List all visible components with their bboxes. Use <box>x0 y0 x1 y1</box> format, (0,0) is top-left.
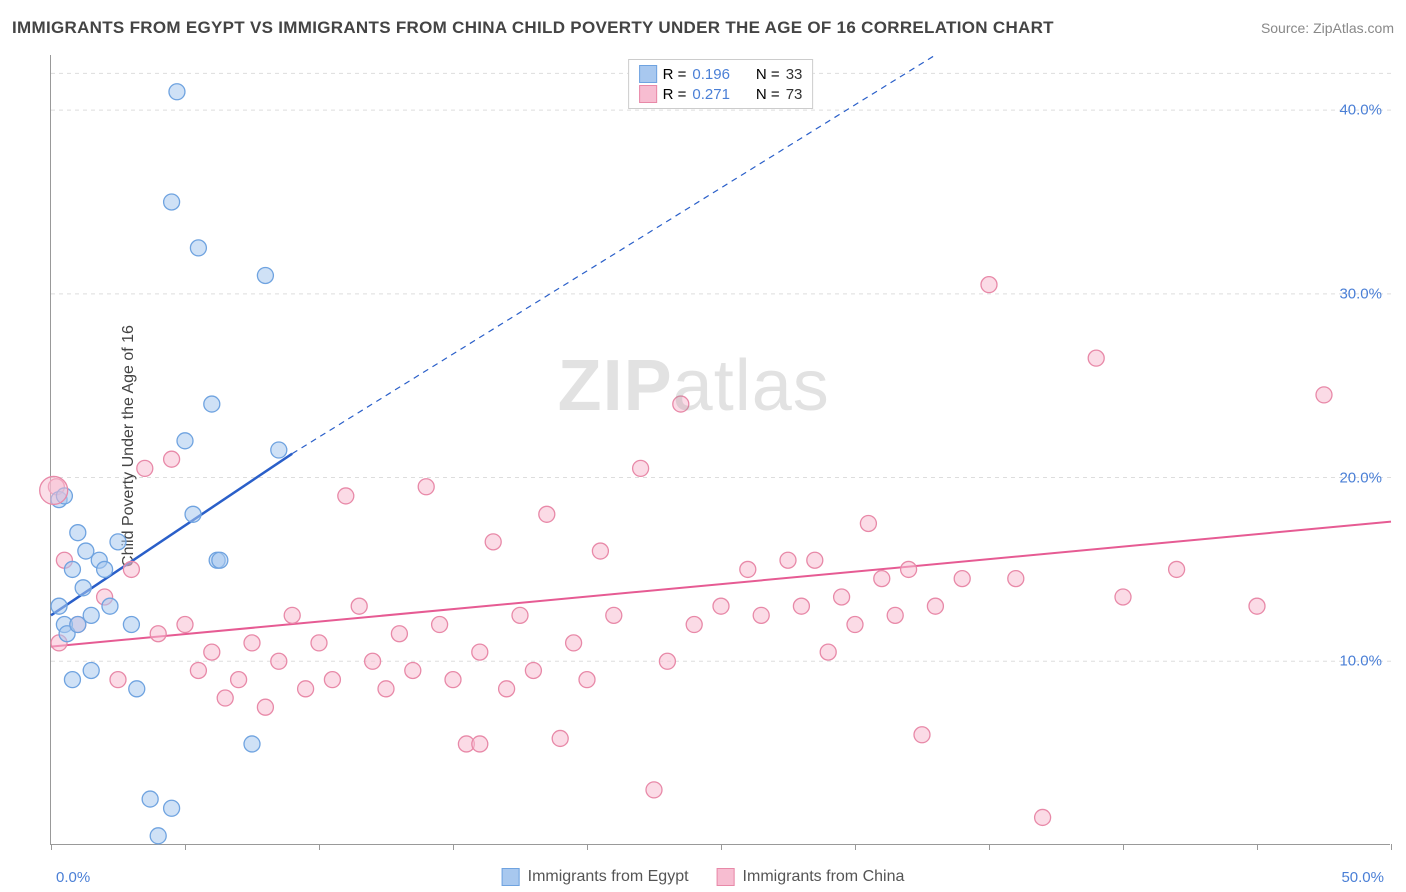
y-tick-label: 40.0% <box>1339 102 1382 119</box>
correlation-legend: R = 0.196 N = 33 R = 0.271 N = 73 <box>628 59 814 109</box>
x-tick <box>1257 844 1258 850</box>
series-label: Immigrants from China <box>743 868 905 886</box>
source-label: Source: ZipAtlas.com <box>1261 20 1394 36</box>
series-legend-item: Immigrants from China <box>717 868 905 886</box>
n-value: 73 <box>786 86 803 103</box>
x-tick <box>1391 844 1392 850</box>
chart-svg <box>51 55 1390 844</box>
y-tick-label: 30.0% <box>1339 285 1382 302</box>
y-tick-label: 10.0% <box>1339 653 1382 670</box>
legend-row: R = 0.196 N = 33 <box>639 64 803 84</box>
r-prefix: R = <box>663 86 687 103</box>
x-tick <box>453 844 454 850</box>
x-tick <box>587 844 588 850</box>
r-value: 0.196 <box>692 66 730 83</box>
x-tick <box>989 844 990 850</box>
x-tick-label: 50.0% <box>1341 869 1384 886</box>
legend-row: R = 0.271 N = 73 <box>639 84 803 104</box>
n-prefix: N = <box>756 66 780 83</box>
y-tick-label: 20.0% <box>1339 469 1382 486</box>
x-tick <box>855 844 856 850</box>
x-tick <box>185 844 186 850</box>
series-legend: Immigrants from Egypt Immigrants from Chi… <box>502 868 905 886</box>
x-tick-label: 0.0% <box>56 869 90 886</box>
plot-area: ZIPatlas R = 0.196N = 33R = 0.271N = 73 … <box>50 55 1390 845</box>
r-prefix: R = <box>663 66 687 83</box>
series-legend-item: Immigrants from Egypt <box>502 868 689 886</box>
r-value: 0.271 <box>692 86 730 103</box>
legend-swatch <box>639 65 657 83</box>
chart-title: IMMIGRANTS FROM EGYPT VS IMMIGRANTS FROM… <box>12 18 1054 38</box>
legend-swatch <box>717 868 735 886</box>
n-prefix: N = <box>756 86 780 103</box>
legend-swatch <box>639 85 657 103</box>
x-tick <box>51 844 52 850</box>
series-label: Immigrants from Egypt <box>528 868 689 886</box>
x-tick <box>721 844 722 850</box>
x-tick <box>319 844 320 850</box>
n-value: 33 <box>786 66 803 83</box>
x-tick <box>1123 844 1124 850</box>
legend-swatch <box>502 868 520 886</box>
